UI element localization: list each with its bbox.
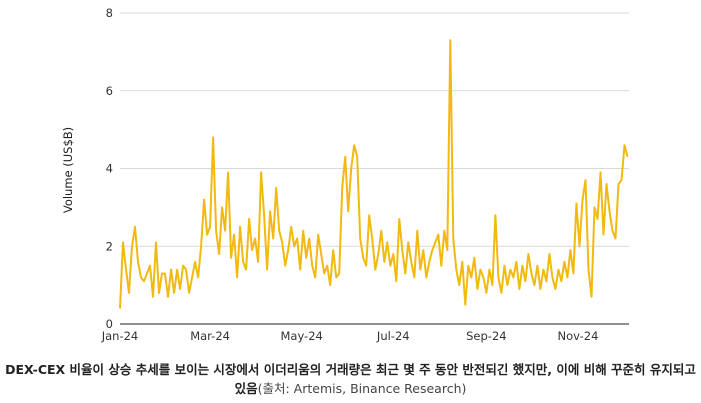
x-tick-label: May-24 — [280, 329, 322, 343]
y-tick-label: 4 — [106, 162, 113, 176]
y-axis-title: Volume (US$B) — [61, 127, 75, 213]
y-tick-label: 0 — [106, 317, 113, 331]
y-tick-label: 2 — [106, 239, 113, 253]
caption-source: (출처: Artemis, Binance Research) — [257, 381, 467, 396]
volume-series-line — [119, 39, 629, 309]
x-tick-label: Jan-24 — [101, 329, 139, 343]
y-tick-label: 8 — [106, 6, 113, 20]
x-axis-ticks: Jan-24 Mar-24 May-24 Jul-24 Sep-24 Nov-24 — [101, 329, 599, 343]
y-axis-ticks: 0 2 4 6 8 — [106, 6, 113, 331]
figure-caption: DEX-CEX 비율이 상승 추세를 보이는 시장에서 이더리움의 거래량은 최… — [4, 360, 697, 398]
volume-line-chart: 0 2 4 6 8 Jan-24 Mar-24 May-24 Jul-24 Sep-24 Nov-… — [61, 6, 629, 343]
y-tick-label: 6 — [106, 84, 113, 98]
gridlines — [120, 12, 629, 247]
x-tick-label: Jul-24 — [376, 329, 410, 343]
x-tick-label: Sep-24 — [466, 329, 506, 343]
x-tick-label: Nov-24 — [557, 329, 598, 343]
x-tick-label: Mar-24 — [190, 329, 230, 343]
caption-main: DEX-CEX 비율이 상승 추세를 보이는 시장에서 이더리움의 거래량은 최… — [5, 362, 696, 396]
